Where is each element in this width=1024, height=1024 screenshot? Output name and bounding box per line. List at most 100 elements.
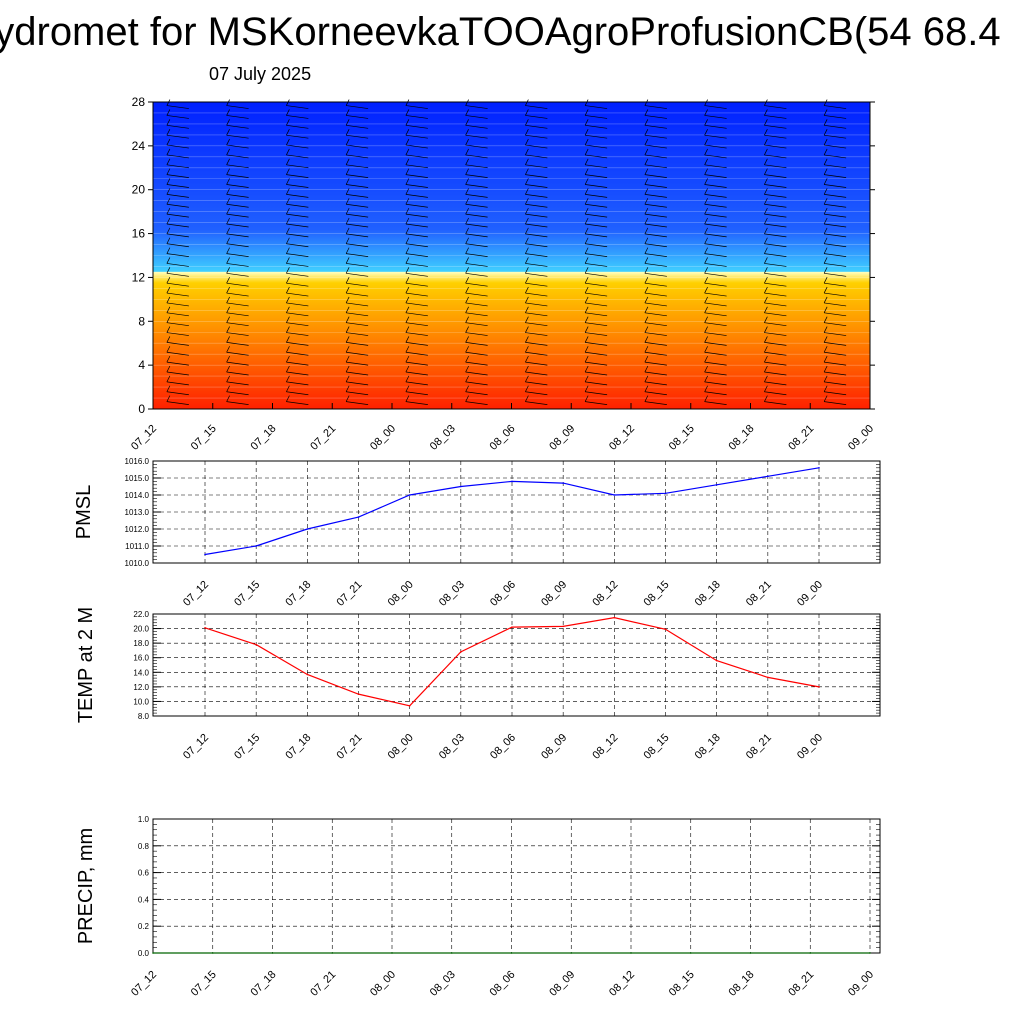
wind-barb-flag [405,326,410,333]
wind-barb [166,115,189,119]
wind-barb-flag [764,168,768,175]
wind-barb [286,361,309,366]
x-tick-label: 08_03 [428,423,458,453]
wind-barb [166,401,189,405]
wind-barb-flag [644,99,649,106]
wind-barb-flag [286,168,290,175]
wind-barb [465,243,488,248]
wind-barb [585,243,608,248]
wind-barb-flag [644,346,649,353]
data-point [306,528,309,530]
wind-barb [226,272,249,277]
wind-barb [824,194,847,198]
wind-barb [824,282,847,287]
wind-barb-flag [704,227,708,235]
wind-barb [764,105,787,109]
wind-barb [585,124,608,129]
wind-barb-flag [704,217,708,225]
wind-barb [644,154,667,159]
data-point [331,952,334,954]
wind-barb [286,184,309,188]
x-tick-label: 09_00 [846,969,876,999]
wind-barb [585,351,608,356]
wind-barb [465,174,488,179]
wind-barb-flag [405,178,410,185]
wind-barb [226,253,249,257]
wind-barb [525,213,548,218]
wind-barb-flag [644,237,649,244]
wind-barb [346,233,369,238]
wind-barb-flag [584,217,589,225]
wind-barb [405,272,428,277]
wind-barb [346,302,369,307]
wind-barb-flag [226,267,230,274]
wind-barb-flag [345,326,350,333]
wind-barb-flag [286,316,290,323]
wind-barb [704,253,727,257]
wind-barb-flag [465,296,469,304]
wind-barb [405,213,428,218]
wind-barb-flag [166,217,171,225]
wind-barb-flag [704,296,708,304]
wind-barb-flag [465,217,469,225]
wind-barb-flag [226,365,230,373]
wind-barb-flag [525,168,529,175]
wind-barb [286,243,309,248]
y-tick-label: 0.4 [138,895,150,904]
wind-barb-flag [465,267,469,274]
wind-barb-flag [525,129,529,136]
wind-barb-flag [823,385,828,392]
wind-barb [286,124,309,129]
wind-barb-flag [823,296,828,304]
wind-barb-flag [644,217,649,225]
wind-barb-flag [345,148,350,156]
wind-barb-flag [823,365,828,373]
wind-barb [226,302,249,307]
wind-barb [286,312,309,317]
y-tick-label: 0.6 [138,869,150,878]
wind-barb-flag [405,109,410,116]
wind-barb-flag [584,355,589,363]
data-point [869,952,871,954]
wind-barb [525,272,548,277]
x-tick-label: 08_09 [547,969,577,999]
wind-barb-flag [823,336,828,343]
wind-barb-flag [644,277,649,284]
wind-barb [286,105,309,109]
wind-barb-flag [405,355,410,363]
wind-barb [824,213,847,218]
wind-barb-flag [823,207,828,215]
y-tick-label: 20 [132,183,146,197]
wind-barb [226,134,249,139]
wind-barb-flag [465,237,469,244]
wind-barb [764,342,787,346]
wind-barb-flag [345,129,350,136]
wind-barb-flag [764,257,768,264]
data-point [460,485,462,488]
wind-barb-flag [345,375,350,383]
wind-barb [764,223,787,228]
wind-barb-flag [764,247,768,254]
data-point [664,492,667,495]
wind-barb [704,282,727,287]
wind-barb [226,124,249,129]
wind-barb-flag [465,365,469,373]
x-tick-label: 08_09 [539,732,569,762]
wind-barb-flag [764,119,768,126]
wind-barb-flag [345,346,350,353]
data-point [664,628,667,631]
wind-barb [346,213,369,218]
wind-barb-flag [226,395,230,402]
wind-barb [405,184,428,188]
wind-barb [764,194,787,198]
wind-barb-flag [286,286,290,294]
y-axis-title: TEMP at 2 M [75,607,97,723]
wind-barb [166,361,189,366]
wind-barb [286,282,309,287]
wind-barb-flag [644,326,649,333]
wind-barb-flag [823,355,828,363]
wind-barb-flag [584,138,589,146]
wind-barb-flag [166,257,171,264]
wind-barb [824,174,847,179]
wind-barb [286,223,309,228]
